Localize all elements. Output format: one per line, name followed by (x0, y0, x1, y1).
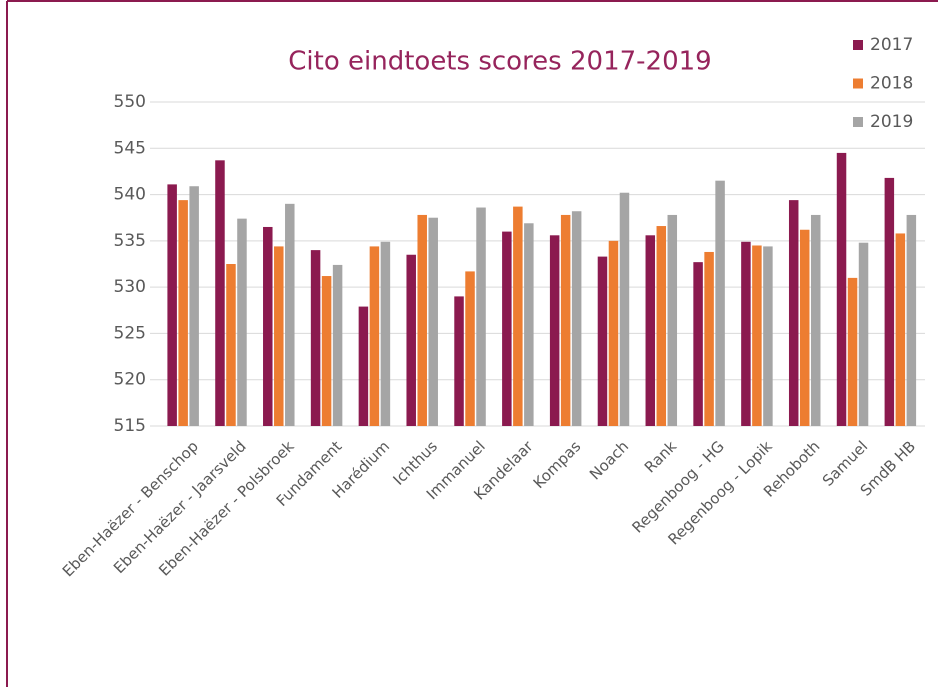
bar (502, 231, 512, 426)
bar (358, 306, 369, 426)
bar (608, 240, 619, 426)
legend-swatch (853, 117, 863, 127)
x-tick-label: Kompas (530, 437, 585, 492)
bar (215, 160, 225, 426)
bar (810, 214, 821, 426)
bar (619, 192, 630, 426)
bar (788, 200, 799, 426)
bar (310, 250, 321, 426)
y-tick-label: 530 (114, 277, 146, 297)
bar (417, 214, 427, 426)
y-tick-label: 515 (114, 416, 146, 436)
legend-label: 2017 (870, 35, 913, 55)
bar (237, 218, 247, 426)
bar (263, 226, 273, 426)
y-tick-label: 520 (114, 370, 146, 390)
legend-swatch (853, 78, 863, 89)
bar (799, 229, 810, 426)
bar (895, 233, 906, 426)
bar (836, 152, 847, 426)
bar (560, 214, 571, 426)
bar (645, 235, 656, 426)
bar (406, 254, 416, 426)
bar (332, 264, 343, 426)
bar (513, 206, 523, 426)
bar (906, 214, 917, 426)
y-tick-label: 550 (114, 92, 146, 112)
bar (178, 200, 188, 426)
bar (189, 186, 199, 426)
bar (476, 207, 486, 426)
bar (884, 177, 895, 426)
x-tick-label: Noach (586, 437, 632, 483)
y-tick-label: 525 (114, 323, 146, 343)
y-tick-label: 545 (114, 138, 146, 158)
legend-label: 2019 (870, 112, 913, 132)
bar (454, 296, 464, 426)
bar (656, 226, 667, 426)
bar (380, 241, 391, 426)
bar (704, 251, 714, 426)
bar (597, 256, 608, 426)
bar (741, 241, 751, 426)
chart-title: Cito eindtoets scores 2017-2019 (288, 47, 711, 77)
bar (752, 245, 762, 426)
y-tick-label: 535 (114, 231, 146, 251)
y-tick-label: 540 (114, 185, 146, 205)
bar (274, 246, 284, 426)
bar (693, 262, 703, 426)
bar (858, 242, 869, 426)
bar (465, 271, 475, 426)
bar (428, 217, 438, 426)
bar (369, 246, 380, 426)
bar (524, 223, 534, 426)
bar (167, 184, 177, 426)
bar (763, 246, 773, 426)
bar (549, 235, 560, 426)
bar (847, 277, 858, 426)
bar (321, 276, 332, 426)
legend-swatch (853, 40, 863, 50)
bar (285, 203, 295, 426)
bar (226, 264, 236, 426)
x-tick-label: Rank (641, 437, 680, 476)
bar (715, 180, 725, 426)
bar (571, 211, 582, 426)
legend-label: 2018 (870, 74, 913, 94)
bar (667, 214, 678, 426)
